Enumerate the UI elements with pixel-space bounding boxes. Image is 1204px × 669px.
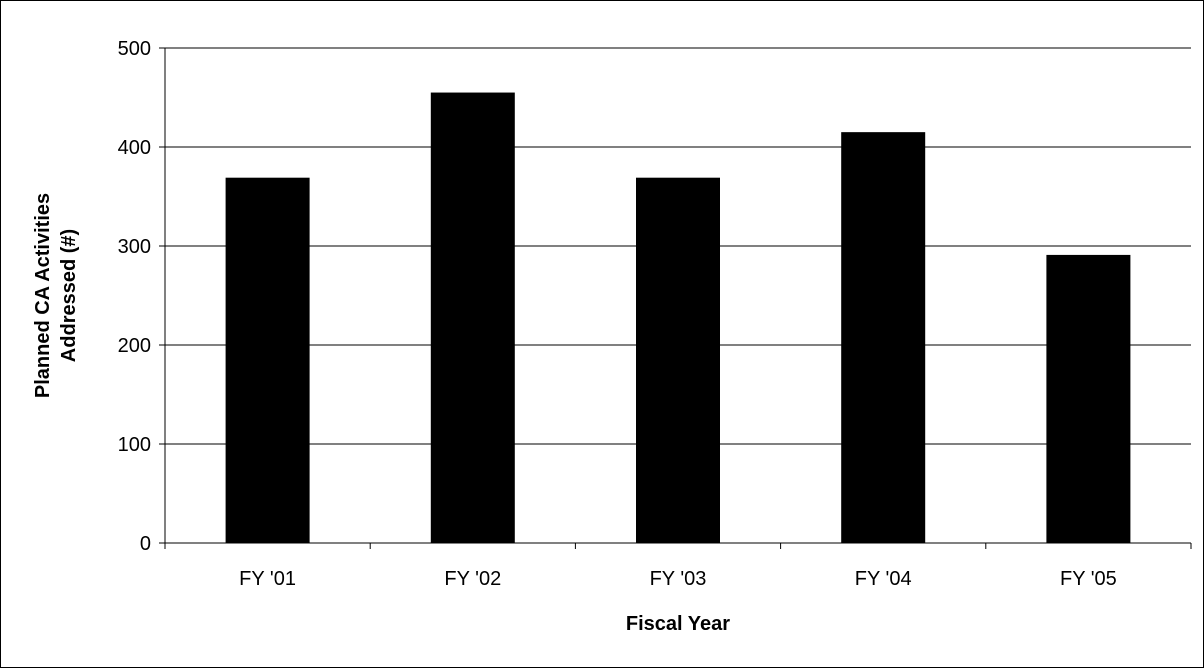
y-axis-title-line-2: Addressed (#) xyxy=(58,229,80,362)
x-tick-label: FY '02 xyxy=(444,568,501,590)
y-tick-label: 400 xyxy=(118,137,151,159)
y-tick-label: 300 xyxy=(118,236,151,258)
x-tick-label: FY '03 xyxy=(650,568,707,590)
y-tick-label: 200 xyxy=(118,335,151,357)
y-axis-title-line-1: Planned CA Activities xyxy=(32,193,54,398)
x-tick-label: FY '04 xyxy=(855,568,912,590)
bar xyxy=(1046,254,1131,543)
bar xyxy=(430,92,515,544)
y-tick-label: 0 xyxy=(140,533,151,555)
y-tick-labels: 0 100 200 300 400 500 xyxy=(118,38,165,555)
bar xyxy=(636,177,720,543)
x-axis-title: Fiscal Year xyxy=(626,613,730,635)
x-tick-label: FY '01 xyxy=(239,568,296,590)
x-tick-labels: FY '01 FY '02 FY '03 FY '04 FY '05 xyxy=(164,543,1192,590)
bar xyxy=(225,177,310,543)
bar xyxy=(841,132,926,543)
axes xyxy=(164,48,1191,544)
y-tick-label: 100 xyxy=(118,434,151,456)
bars xyxy=(225,92,1131,544)
x-tick-label: FY '05 xyxy=(1060,568,1117,590)
y-tick-label: 500 xyxy=(118,38,151,60)
